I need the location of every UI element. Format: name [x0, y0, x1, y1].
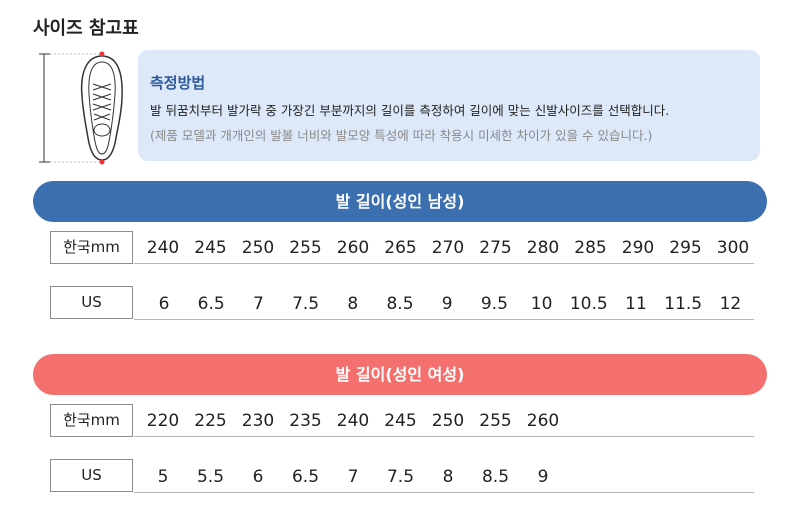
- women-us-value: 6: [252, 467, 264, 487]
- men-mm-value: 290: [621, 238, 655, 258]
- women-us-label: US: [50, 459, 133, 492]
- men-us-value: 10: [530, 294, 553, 314]
- women-mm-value: 245: [384, 411, 417, 431]
- women-mm-value: 235: [289, 411, 322, 431]
- women-mm-divider: [134, 436, 754, 437]
- women-us-value: 7.5: [386, 467, 415, 487]
- men-mm-value: 280: [526, 238, 560, 258]
- women-mm-value: 260: [526, 411, 560, 431]
- men-mm-value: 300: [716, 238, 750, 258]
- women-us-value: 9: [537, 467, 549, 487]
- women-size-banner: 발 길이(성인 여성): [33, 354, 767, 395]
- men-mm-divider: [134, 263, 754, 264]
- women-us-value: 5: [157, 467, 169, 487]
- measure-instruction: 발 뒤꿈치부터 발가락 중 가장긴 부분까지의 길이를 측정하여 길이에 맞는 …: [150, 103, 670, 118]
- men-mm-value: 270: [431, 238, 465, 258]
- men-mm-value: 260: [336, 238, 370, 258]
- men-us-value: 11.5: [664, 294, 703, 314]
- women-us-value: 5.5: [196, 467, 225, 487]
- women-us-divider: [134, 492, 754, 493]
- men-us-label: US: [50, 286, 133, 319]
- women-mm-value: 230: [241, 411, 275, 431]
- men-us-value: 9: [441, 294, 453, 314]
- women-us-value: 8.5: [481, 467, 510, 487]
- men-size-banner: 발 길이(성인 남성): [33, 181, 767, 222]
- men-us-value: 12: [719, 294, 742, 314]
- women-mm-value: 225: [194, 411, 227, 431]
- men-mm-value: 275: [479, 238, 512, 258]
- men-us-value: 8: [347, 294, 359, 314]
- men-us-value: 7.5: [292, 294, 320, 314]
- women-us-value: 7: [347, 467, 359, 487]
- men-mm-value: 255: [289, 238, 322, 258]
- women-mm-value: 255: [479, 411, 512, 431]
- women-us-value: 8: [442, 467, 454, 487]
- men-mm-value: 295: [669, 238, 702, 258]
- men-us-value: 6.5: [197, 294, 225, 314]
- men-mm-value: 250: [241, 238, 275, 258]
- men-mm-value: 245: [194, 238, 227, 258]
- measure-info-box: 측정방법 발 뒤꿈치부터 발가락 중 가장긴 부분까지의 길이를 측정하여 길이…: [138, 50, 760, 161]
- men-us-value: 8.5: [386, 294, 414, 314]
- men-us-value: 11: [625, 294, 647, 314]
- women-mm-value: 220: [146, 411, 180, 431]
- women-us-value: 6.5: [291, 467, 320, 487]
- men-us-value: 6: [158, 294, 170, 314]
- measure-heading: 측정방법: [150, 74, 206, 92]
- women-mm-value: 240: [336, 411, 370, 431]
- men-us-value: 7: [252, 294, 264, 314]
- shoe-measure-icon: [39, 51, 123, 165]
- men-mm-value: 240: [146, 238, 180, 258]
- men-us-divider: [134, 319, 754, 320]
- men-us-value: 9.5: [480, 294, 508, 314]
- men-us-value: 10.5: [569, 294, 608, 314]
- women-mm-value: 250: [431, 411, 465, 431]
- men-mm-value: 285: [574, 238, 607, 258]
- men-mm-value: 265: [384, 238, 417, 258]
- measure-note: (제품 모델과 개개인의 발볼 너비와 발모양 특성에 따라 착용시 미세한 차…: [150, 128, 653, 143]
- men-mm-label: 한국mm: [50, 231, 133, 264]
- page-title: 사이즈 참고표: [33, 18, 139, 39]
- women-mm-label: 한국mm: [50, 404, 133, 437]
